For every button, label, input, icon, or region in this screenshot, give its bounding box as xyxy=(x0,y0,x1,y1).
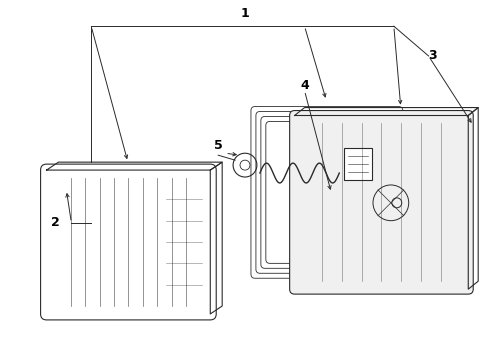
Bar xyxy=(344,148,372,180)
Text: 4: 4 xyxy=(300,79,309,92)
Text: 3: 3 xyxy=(429,49,437,63)
Text: 2: 2 xyxy=(50,216,59,229)
FancyBboxPatch shape xyxy=(290,111,473,294)
FancyBboxPatch shape xyxy=(41,164,216,320)
Text: 1: 1 xyxy=(241,7,249,20)
Text: 5: 5 xyxy=(214,139,222,152)
